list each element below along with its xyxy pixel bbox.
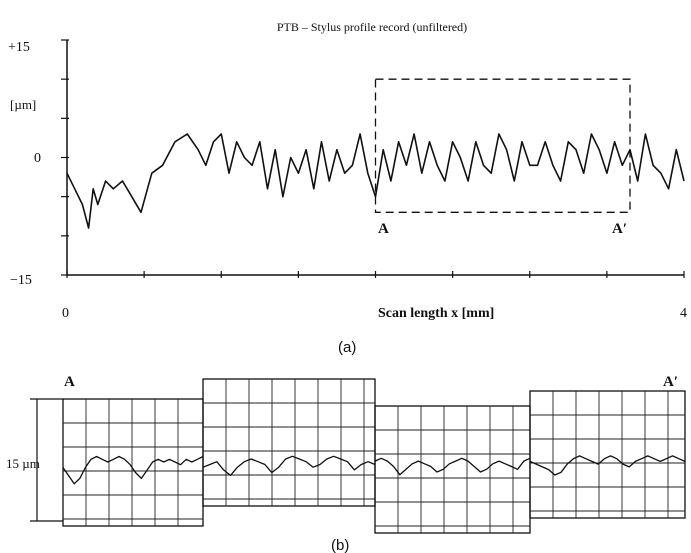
panel-a-y-axis-label: [µm] [10, 97, 36, 112]
panel-b-label-left: A [64, 374, 75, 390]
panel-a-ticks [61, 39, 685, 278]
panel-a-x-axis-label: Scan length x [mm] [378, 306, 494, 321]
panel-b-segment [62, 398, 204, 527]
panel-a-title: PTB – Stylus profile record (unfiltered) [277, 20, 467, 34]
panel-a-label: (a) [338, 339, 356, 356]
panel-b-segment-frame [202, 378, 376, 507]
panel-b-profile-line [62, 455, 204, 485]
panel-a-selection-box [374, 78, 631, 213]
panel-b-profile-line [529, 455, 686, 476]
panel-b-segment [529, 390, 686, 519]
panel-a-y-tick-label-zero: 0 [34, 151, 41, 166]
panel-b-segment [374, 405, 531, 534]
panel-b-profile-line [202, 455, 376, 477]
panel-b-profile-line [374, 457, 531, 476]
panel-a-x-tick-label-start: 0 [62, 306, 69, 321]
panel-b-chart: A A′ 15 µm (b) [6, 374, 686, 553]
panel-a-axes [66, 40, 684, 276]
panel-b-scale-label: 15 µm [6, 456, 40, 471]
panel-a-profile-line [66, 133, 685, 229]
panel-b-segment [202, 378, 376, 507]
panel-b-label-right: A′ [663, 374, 678, 390]
panel-b-label: (b) [331, 537, 349, 553]
panel-a-y-tick-label-top: +15 [8, 40, 30, 55]
panel-a-chart: PTB – Stylus profile record (unfiltered)… [8, 20, 687, 356]
panel-b-segments [62, 378, 686, 534]
panel-a-x-tick-label-end: 4 [680, 306, 687, 321]
panel-a-box-label-right: A′ [612, 221, 627, 237]
panel-b-segment-frame [529, 390, 686, 519]
panel-b-scale-bar [30, 398, 63, 522]
panel-a-y-tick-label-bottom: −15 [10, 273, 32, 288]
panel-a-box-label-left: A [378, 221, 389, 237]
